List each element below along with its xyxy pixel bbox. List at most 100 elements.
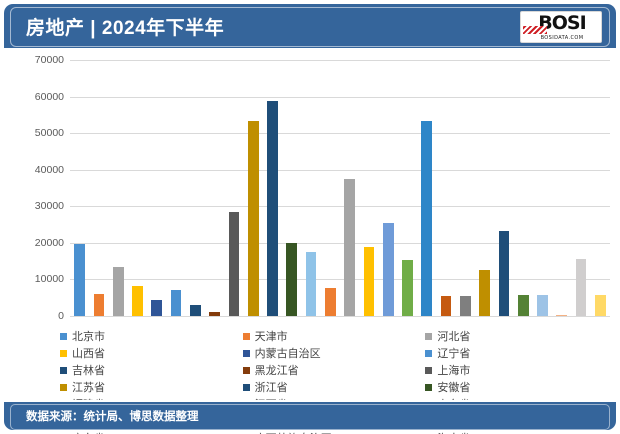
y-axis-tick-label: 40000 (34, 163, 64, 176)
legend-swatch-icon (242, 332, 250, 340)
logo-wordmark: BOSI (538, 12, 586, 34)
legend-item-河北省[interactable]: 河北省 (425, 328, 608, 344)
chart-body: 0 10000 20000 30000 40000 50000 60000 70000 北京市… (4, 50, 616, 434)
bar-安徽省 (286, 243, 298, 316)
legend-item-label: 上海市 (437, 365, 471, 377)
bar-四川省 (498, 230, 510, 316)
bar-天津市 (93, 294, 105, 316)
data-source-note: 数据来源：统计局、博思数据整理 (26, 411, 199, 423)
legend-swatch-icon (425, 332, 433, 340)
legend-item-label: 广西壮族自治区 (255, 430, 332, 434)
bar-河南省 (363, 246, 375, 316)
legend-swatch-icon (60, 332, 67, 340)
gridline: 70000 (35, 54, 610, 66)
bar-甘肃省 (594, 295, 606, 316)
legend-item-广西壮族自治区[interactable]: 广西壮族自治区 (243, 430, 426, 434)
legend-item-label: 浙江省 (254, 382, 288, 394)
legend-item-上海市[interactable]: 上海市 (425, 362, 608, 378)
legend-swatch-icon (242, 383, 250, 391)
bar-上海市 (228, 212, 240, 316)
bar-湖北省 (382, 223, 394, 316)
bar-广西壮族自治区 (440, 296, 452, 316)
legend-item-label: 黑龙江省 (254, 365, 299, 377)
legend-item-label: 广东省 (72, 430, 105, 434)
legend-item-广东省[interactable]: 广东省 (60, 430, 243, 434)
bar-河北省 (112, 267, 124, 316)
legend-item-label: 安徽省 (437, 382, 471, 394)
bar-内蒙古自治区 (151, 299, 163, 316)
legend-swatch-icon (242, 349, 250, 357)
bar-云南省 (537, 295, 548, 316)
bar-重庆市 (479, 270, 491, 316)
header-inner-border (10, 7, 610, 47)
y-axis-tick-label: 10000 (34, 273, 64, 286)
y-axis-tick-label: 50000 (34, 127, 64, 140)
legend-item-label: 天津市 (254, 331, 288, 343)
legend-swatch-icon (60, 349, 67, 357)
logo-subtext: BOSIDATA.COM (540, 35, 584, 41)
legend-item-label: 内蒙古自治区 (254, 348, 321, 360)
legend-swatch-icon (242, 366, 250, 374)
y-axis-tick-label: 20000 (34, 236, 64, 249)
legend-item-天津市[interactable]: 天津市 (242, 328, 426, 344)
legend-swatch-icon (425, 366, 433, 374)
bar-湖南省 (402, 259, 413, 316)
plot-area: 0 10000 20000 30000 40000 50000 60000 70000 (35, 54, 610, 322)
footer-band: 数据来源：统计局、博思数据整理 (4, 400, 616, 430)
page-title: 房地产 | 2024年下半年 (26, 18, 225, 39)
header-band: 房地产 | 2024年下半年 BOSI BOSIDATA.COM (4, 4, 616, 50)
legend-item-安徽省[interactable]: 安徽省 (425, 379, 608, 395)
legend-item-浙江省[interactable]: 浙江省 (242, 379, 426, 395)
legend-item-江苏省[interactable]: 江苏省 (60, 379, 243, 395)
bar-山东省 (344, 179, 356, 316)
legend-item-label: 海南省 (437, 430, 470, 434)
legend-item-label: 山西省 (72, 348, 105, 360)
bar-浙江省 (267, 100, 278, 316)
gridline: 0 (58, 310, 610, 322)
bar-贵州省 (517, 294, 529, 316)
legend-swatch-icon (60, 366, 67, 374)
legend-item-内蒙古自治区[interactable]: 内蒙古自治区 (242, 345, 426, 361)
bar-西藏自治区 (556, 314, 568, 316)
bar-黑龙江省 (209, 311, 221, 316)
bar-山西省 (132, 286, 143, 316)
gridline: 40000 (35, 164, 610, 176)
y-axis-tick-label: 0 (58, 310, 64, 322)
legend-item-label: 北京市 (72, 331, 105, 343)
legend-item-海南省[interactable]: 海南省 (425, 430, 608, 434)
legend-item-北京市[interactable]: 北京市 (60, 328, 243, 344)
y-axis-tick-label: 70000 (34, 54, 64, 66)
legend-item-label: 江苏省 (72, 382, 105, 394)
legend-swatch-icon (425, 349, 433, 357)
gridline: 50000 (35, 127, 610, 139)
y-axis-tick-label: 30000 (34, 200, 64, 213)
bar-广东省 (421, 120, 433, 316)
legend-item-label: 辽宁省 (437, 348, 471, 360)
gridline: 20000 (35, 237, 610, 249)
legend-item-山西省[interactable]: 山西省 (60, 345, 243, 361)
legend-swatch-icon (60, 383, 67, 391)
legend-item-吉林省[interactable]: 吉林省 (60, 362, 243, 378)
gridline: 10000 (35, 273, 610, 285)
gridline: 30000 (35, 200, 610, 212)
bar-series (70, 60, 610, 316)
footer-inner-border (10, 404, 610, 430)
bar-福建省 (305, 251, 317, 316)
legend-item-label: 河北省 (437, 331, 471, 343)
legend-item-黑龙江省[interactable]: 黑龙江省 (242, 362, 426, 378)
bar-江苏省 (247, 120, 259, 316)
bosi-logo: BOSI BOSIDATA.COM (520, 11, 602, 43)
bar-海南省 (459, 296, 471, 316)
bar-吉林省 (189, 304, 201, 316)
legend-item-辽宁省[interactable]: 辽宁省 (425, 345, 608, 361)
gridline: 60000 (35, 91, 610, 103)
bar-陕西省 (575, 259, 587, 316)
logo-stripe-icon (523, 26, 547, 34)
y-axis-tick-label: 60000 (34, 90, 64, 103)
bar-北京市 (74, 244, 86, 316)
legend-item-label: 吉林省 (72, 365, 105, 377)
bar-江西省 (324, 288, 336, 316)
bar-辽宁省 (170, 289, 182, 316)
legend-swatch-icon (425, 383, 433, 391)
